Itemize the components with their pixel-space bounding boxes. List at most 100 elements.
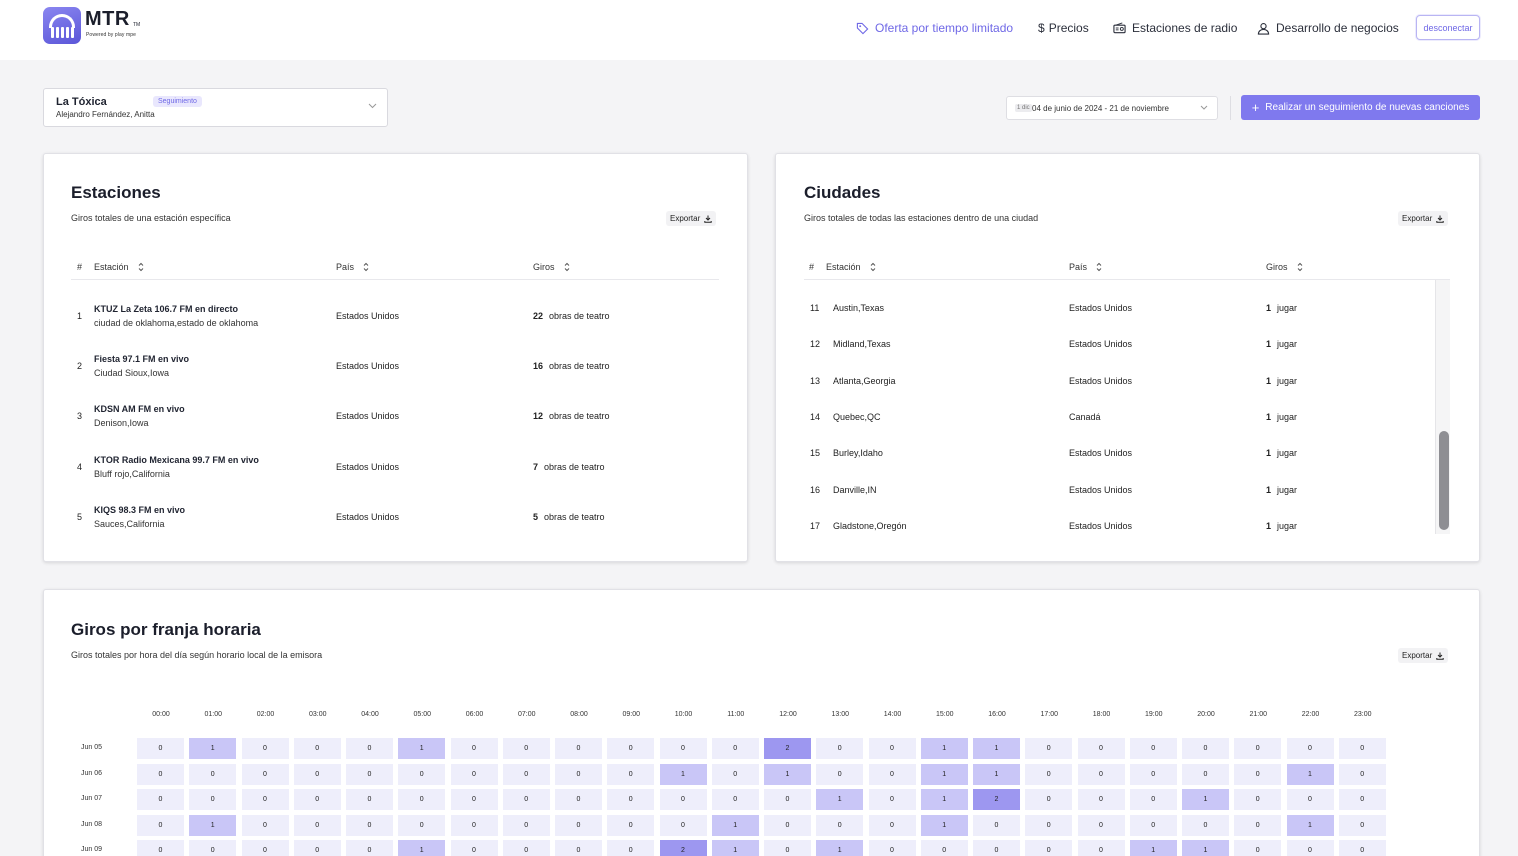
heatmap-cell[interactable]: 0 xyxy=(1025,738,1073,759)
heatmap-cell[interactable]: 0 xyxy=(1129,738,1177,759)
stations-col-station[interactable]: Estación xyxy=(94,262,144,272)
nav-limited-offer[interactable]: Oferta por tiempo limitado xyxy=(856,20,1013,36)
heatmap-cell[interactable]: 0 xyxy=(346,763,393,785)
heatmap-cell[interactable]: 0 xyxy=(293,763,341,785)
heatmap-cell[interactable]: 0 xyxy=(555,814,602,836)
heatmap-cell[interactable]: 0 xyxy=(659,738,707,759)
nav-prices[interactable]: $ Precios xyxy=(1038,20,1089,36)
heatmap-cell[interactable]: 0 xyxy=(764,814,811,836)
heatmap-cell[interactable]: 1 xyxy=(398,738,446,759)
heatmap-cell[interactable]: 0 xyxy=(293,789,341,810)
heatmap-cell[interactable]: 0 xyxy=(1129,814,1177,836)
heatmap-cell[interactable]: 0 xyxy=(1338,789,1386,810)
heatmap-cell[interactable]: 0 xyxy=(1025,763,1073,785)
heatmap-cell[interactable]: 0 xyxy=(137,789,184,810)
cities-col-country[interactable]: País xyxy=(1069,262,1102,272)
heatmap-cell[interactable]: 2 xyxy=(659,840,707,856)
heatmap-cell[interactable]: 0 xyxy=(450,840,498,856)
heatmap-cell[interactable]: 0 xyxy=(607,763,655,785)
heatmap-cell[interactable]: 1 xyxy=(1182,840,1229,856)
heatmap-cell[interactable]: 0 xyxy=(711,738,759,759)
heatmap-cell[interactable]: 0 xyxy=(1234,840,1282,856)
heatmap-cell[interactable]: 0 xyxy=(241,789,289,810)
heatmap-cell[interactable]: 0 xyxy=(450,738,498,759)
stations-col-country[interactable]: País xyxy=(336,262,369,272)
heatmap-cell[interactable]: 0 xyxy=(816,738,864,759)
heatmap-cell[interactable]: 0 xyxy=(137,738,184,759)
heatmap-cell[interactable]: 0 xyxy=(607,738,655,759)
nav-radio-stations[interactable]: Estaciones de radio xyxy=(1113,20,1237,36)
heatmap-cell[interactable]: 0 xyxy=(293,738,341,759)
heatmap-cell[interactable]: 1 xyxy=(1182,789,1229,810)
heatmap-cell[interactable]: 0 xyxy=(137,814,184,836)
heatmap-cell[interactable]: 2 xyxy=(764,738,811,759)
heatmap-cell[interactable]: 0 xyxy=(1129,789,1177,810)
heatmap-cell[interactable]: 0 xyxy=(607,840,655,856)
heatmap-cell[interactable]: 1 xyxy=(920,789,968,810)
heatmap-cell[interactable]: 0 xyxy=(607,814,655,836)
cities-scrollbar[interactable] xyxy=(1435,280,1450,534)
heatmap-cell[interactable]: 0 xyxy=(241,738,289,759)
heatmap-cell[interactable]: 1 xyxy=(711,840,759,856)
heatmap-cell[interactable]: 2 xyxy=(973,789,1020,810)
heatmap-cell[interactable]: 0 xyxy=(764,840,811,856)
cities-export-button[interactable]: Exportar xyxy=(1398,211,1449,226)
heatmap-cell[interactable]: 0 xyxy=(450,789,498,810)
heatmap-cell[interactable]: 0 xyxy=(1182,763,1229,785)
heatmap-cell[interactable]: 0 xyxy=(241,814,289,836)
heatmap-cell[interactable]: 1 xyxy=(189,814,237,836)
heatmap-cell[interactable]: 0 xyxy=(868,738,916,759)
cities-col-spins[interactable]: Giros xyxy=(1266,262,1303,272)
heatmap-cell[interactable]: 0 xyxy=(1077,789,1125,810)
heatmap-cell[interactable]: 1 xyxy=(659,763,707,785)
heatmap-cell[interactable]: 0 xyxy=(502,763,550,785)
heatmap-cell[interactable]: 0 xyxy=(1234,738,1282,759)
heatmap-cell[interactable]: 0 xyxy=(241,763,289,785)
heatmap-cell[interactable]: 0 xyxy=(293,814,341,836)
heatmap-cell[interactable]: 0 xyxy=(1338,738,1386,759)
heatmap-cell[interactable]: 0 xyxy=(868,814,916,836)
heatmap-cell[interactable]: 0 xyxy=(973,840,1020,856)
heatmap-cell[interactable]: 0 xyxy=(1234,763,1282,785)
heatmap-cell[interactable]: 0 xyxy=(1338,840,1386,856)
heatmap-cell[interactable]: 0 xyxy=(973,814,1020,836)
heatmap-cell[interactable]: 0 xyxy=(1129,763,1177,785)
logout-button[interactable]: desconectar xyxy=(1416,15,1480,40)
heatmap-cell[interactable]: 0 xyxy=(1182,738,1229,759)
heatmap-cell[interactable]: 0 xyxy=(1234,789,1282,810)
heatmap-cell[interactable]: 0 xyxy=(502,840,550,856)
scrollbar-thumb[interactable] xyxy=(1439,431,1449,530)
heatmap-cell[interactable]: 1 xyxy=(398,840,446,856)
heatmap-cell[interactable]: 1 xyxy=(1129,840,1177,856)
heatmap-cell[interactable]: 1 xyxy=(920,814,968,836)
heatmap-cell[interactable]: 0 xyxy=(555,840,602,856)
heatmap-cell[interactable]: 1 xyxy=(764,763,811,785)
heatmap-cell[interactable]: 0 xyxy=(1182,814,1229,836)
heatmap-cell[interactable]: 0 xyxy=(1025,840,1073,856)
heatmap-cell[interactable]: 0 xyxy=(137,763,184,785)
heatmap-cell[interactable]: 0 xyxy=(711,763,759,785)
heatmap-cell[interactable]: 0 xyxy=(555,738,602,759)
heatmap-cell[interactable]: 0 xyxy=(1025,814,1073,836)
heatmap-cell[interactable]: 0 xyxy=(137,840,184,856)
heatmap-cell[interactable]: 0 xyxy=(450,814,498,836)
heatmap-cell[interactable]: 0 xyxy=(346,738,393,759)
heatmap-cell[interactable]: 0 xyxy=(1234,814,1282,836)
heatmap-cell[interactable]: 0 xyxy=(816,814,864,836)
heatmap-export-button[interactable]: Exportar xyxy=(1398,648,1449,663)
heatmap-cell[interactable]: 0 xyxy=(1286,789,1334,810)
heatmap-cell[interactable]: 0 xyxy=(659,814,707,836)
heatmap-cell[interactable]: 0 xyxy=(1077,738,1125,759)
heatmap-cell[interactable]: 0 xyxy=(868,840,916,856)
heatmap-cell[interactable]: 0 xyxy=(450,763,498,785)
stations-col-spins[interactable]: Giros xyxy=(533,262,570,272)
heatmap-cell[interactable]: 1 xyxy=(711,814,759,836)
heatmap-cell[interactable]: 0 xyxy=(189,840,237,856)
heatmap-cell[interactable]: 0 xyxy=(555,789,602,810)
heatmap-cell[interactable]: 1 xyxy=(1286,763,1334,785)
heatmap-cell[interactable]: 0 xyxy=(398,789,446,810)
heatmap-cell[interactable]: 1 xyxy=(973,738,1020,759)
heatmap-cell[interactable]: 1 xyxy=(920,763,968,785)
heatmap-cell[interactable]: 0 xyxy=(398,763,446,785)
heatmap-cell[interactable]: 0 xyxy=(1338,814,1386,836)
